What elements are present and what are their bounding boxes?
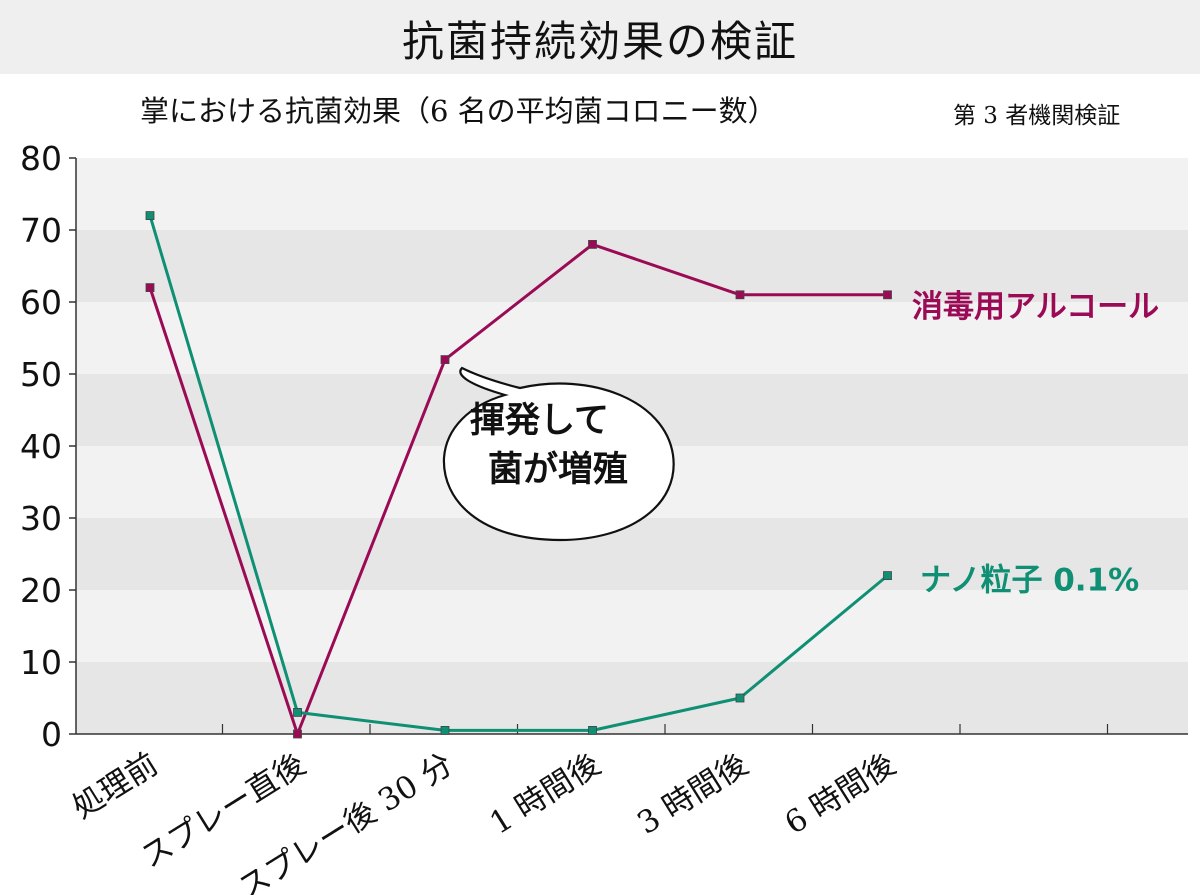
series-label: 消毒用アルコール xyxy=(912,289,1159,325)
data-point xyxy=(883,571,892,580)
y-tick-label: 60 xyxy=(20,283,62,322)
speech-bubble xyxy=(442,366,675,542)
axes xyxy=(69,157,1188,735)
y-tick-label: 50 xyxy=(20,355,62,394)
y-tick-label: 0 xyxy=(41,715,62,754)
data-point xyxy=(588,239,597,249)
data-point xyxy=(735,693,745,703)
title-band xyxy=(0,0,1200,74)
data-point xyxy=(440,355,450,365)
x-tick-label: 処理前 xyxy=(66,746,164,826)
data-point xyxy=(588,726,597,735)
data-point xyxy=(145,283,155,293)
grid-band xyxy=(76,518,1188,590)
y-tick-labels: 0 10 20 30 40 50 60 70 80 xyxy=(20,139,62,754)
x-tick-label: 1 時間後 xyxy=(484,746,607,841)
data-point xyxy=(440,726,450,735)
series-line xyxy=(148,242,888,736)
series-points xyxy=(145,211,892,739)
annotation-text: 揮発して xyxy=(470,401,609,441)
source-note: 第 3 者機関検証 xyxy=(953,103,1121,129)
grid-band xyxy=(76,230,1188,302)
chart-subtitle: 掌における抗菌効果（6 名の平均菌コロニー数） xyxy=(140,94,777,128)
annotation-text: 菌が増殖 xyxy=(488,450,628,490)
y-tick-label: 80 xyxy=(20,139,62,178)
x-tick-label: 6 時間後 xyxy=(779,746,902,841)
y-tick-label: 30 xyxy=(20,499,62,538)
data-point xyxy=(293,708,302,717)
y-tick-label: 10 xyxy=(20,643,62,682)
series-lines xyxy=(148,215,889,736)
grid-band xyxy=(76,590,1188,662)
y-tick-label: 20 xyxy=(20,571,62,610)
chart-title: 抗菌持続効果の検証 xyxy=(401,17,798,66)
y-tick-label: 40 xyxy=(20,427,62,466)
data-point xyxy=(883,290,892,300)
grid-band xyxy=(76,302,1188,374)
series-label: ナノ粒子 0.1% xyxy=(920,563,1139,599)
data-point xyxy=(145,211,155,221)
series-line xyxy=(148,215,889,732)
data-point xyxy=(293,729,302,739)
data-point xyxy=(735,290,745,300)
grid-band xyxy=(76,158,1188,230)
x-tick-label: 3 時間後 xyxy=(631,746,754,841)
y-tick-label: 70 xyxy=(20,211,62,250)
